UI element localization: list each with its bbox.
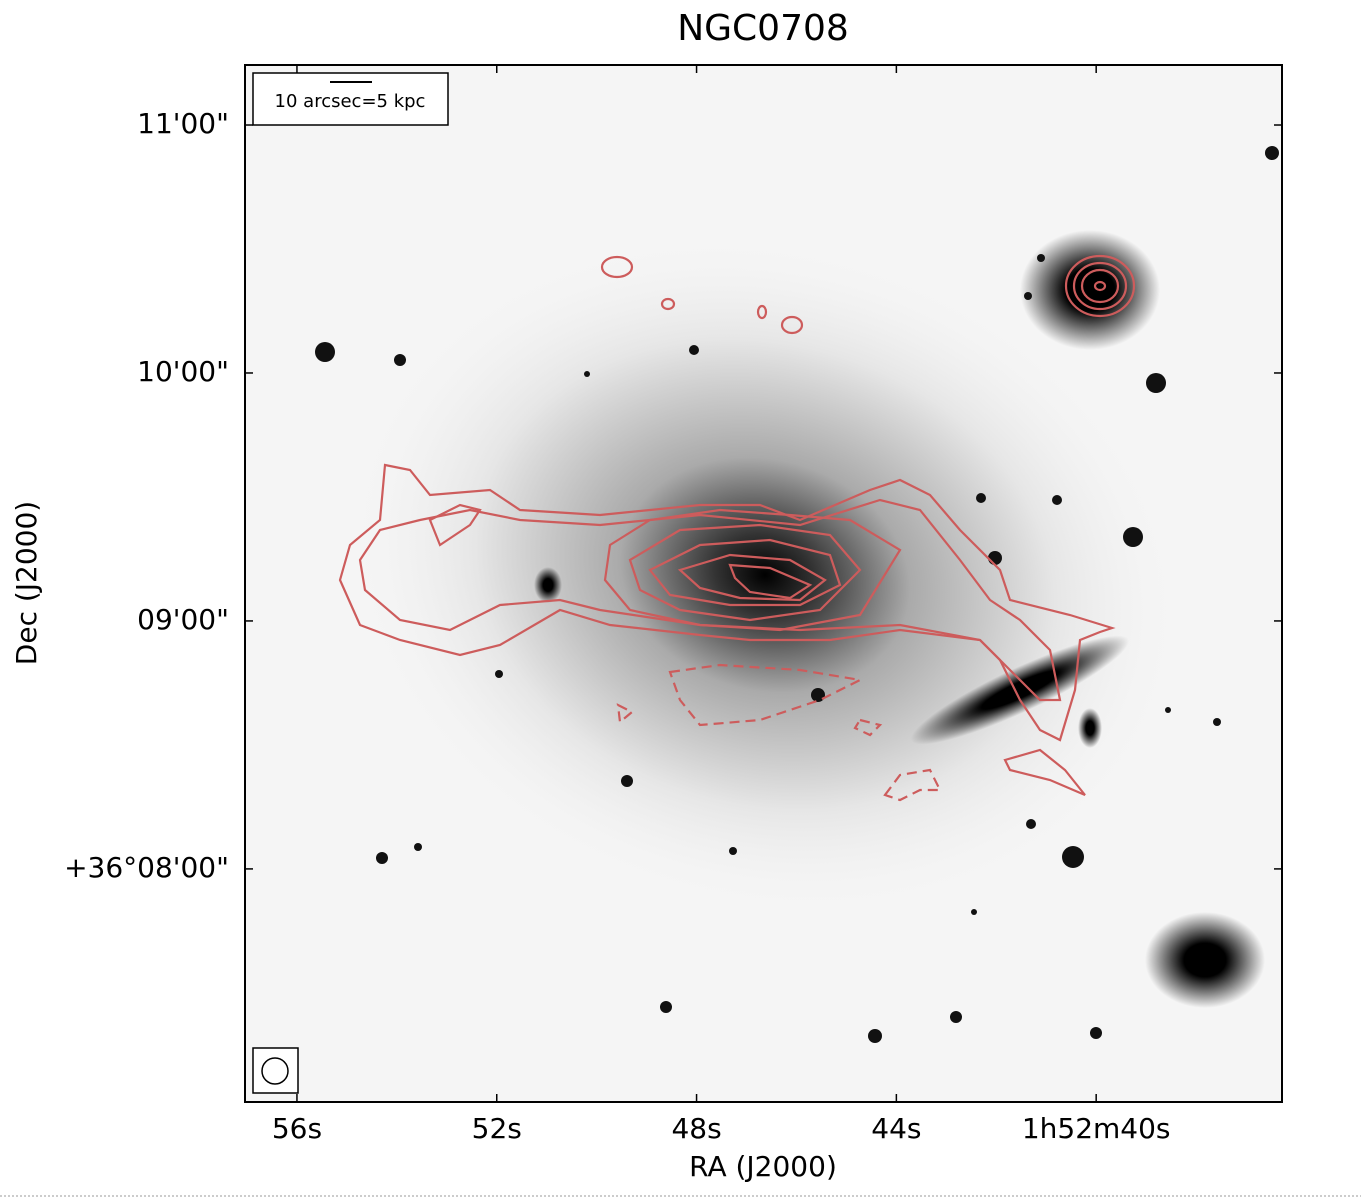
chart-title: NGC0708 <box>677 8 849 49</box>
contours <box>338 254 1136 802</box>
scale-bar-label: 10 arcsec=5 kpc <box>275 91 426 112</box>
x-tick-label: 44s <box>871 1112 921 1145</box>
scale-bar-box: 10 arcsec=5 kpc <box>252 72 449 126</box>
x-tick-label: 1h52m40s <box>1022 1112 1171 1145</box>
x-tick-label: 48s <box>671 1112 721 1145</box>
y-tick-label: +36°08'00" <box>64 851 229 884</box>
beam-box <box>252 1047 299 1094</box>
y-tick-label: 11'00" <box>137 107 229 140</box>
sky-image <box>245 65 1282 1102</box>
y-tick-label: 09'00" <box>137 603 229 636</box>
y-tick-label: 10'00" <box>137 355 229 388</box>
plot-frame <box>244 64 1283 1103</box>
y-axis-label: Dec (J2000) <box>10 501 43 665</box>
x-tick-label: 52s <box>472 1112 522 1145</box>
x-axis-label: RA (J2000) <box>689 1150 837 1183</box>
x-tick-label: 56s <box>272 1112 322 1145</box>
